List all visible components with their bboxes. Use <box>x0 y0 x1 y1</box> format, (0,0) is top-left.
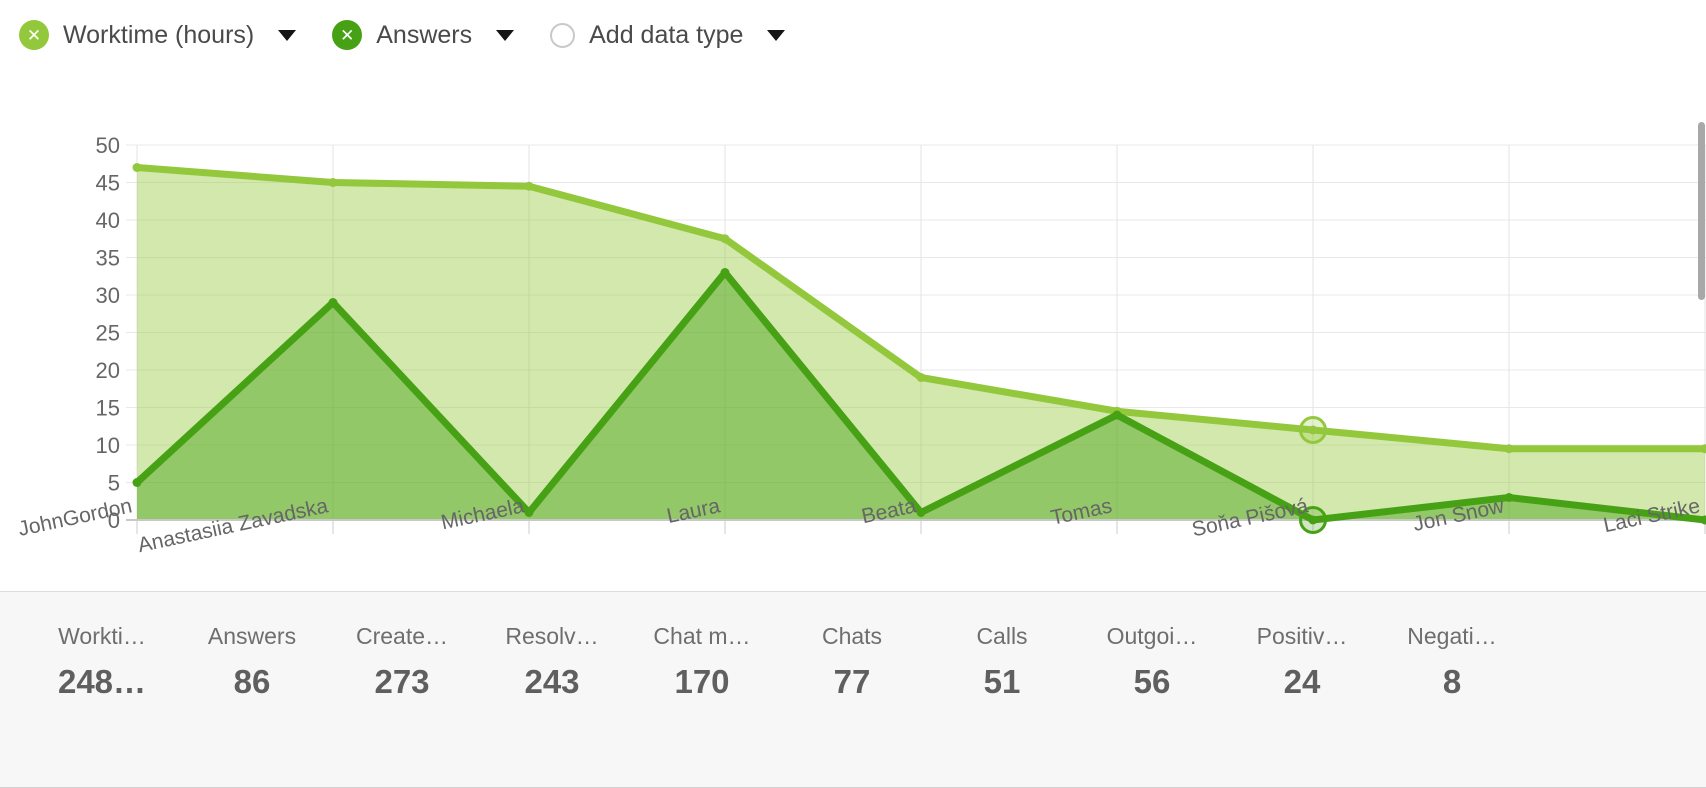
answers-dropdown-arrow-icon[interactable] <box>496 29 515 41</box>
stat-label: Answers <box>207 623 297 649</box>
stat-value: 8 <box>1442 663 1462 700</box>
data-point-marker[interactable] <box>1308 515 1318 525</box>
stat-value: 51 <box>983 663 1021 700</box>
stat-item[interactable]: Outgoi… 56 <box>1077 623 1227 701</box>
legend-item-worktime[interactable]: ✕ Worktime (hours) <box>19 20 297 50</box>
y-axis-tick-label: 5 <box>108 471 120 496</box>
stat-label: Chat m… <box>653 623 751 649</box>
stat-label: Negati… <box>1407 623 1497 649</box>
stat-item[interactable]: Workti… 248… <box>27 623 177 701</box>
data-point-marker[interactable] <box>1112 410 1122 420</box>
data-point-marker[interactable] <box>916 508 926 517</box>
x-axis-category-label: JohnGordon <box>16 494 134 541</box>
add-data-type-circle-icon[interactable] <box>550 22 576 48</box>
y-axis-tick-label: 25 <box>96 321 120 346</box>
worktime-remove-icon[interactable]: ✕ <box>19 20 49 50</box>
legend-label-add-data-type: Add data type <box>589 20 744 49</box>
data-point-marker[interactable] <box>132 163 142 172</box>
stat-item[interactable]: Negati… 8 <box>1377 623 1527 701</box>
series-area <box>137 272 1705 520</box>
y-axis-tick-label: 30 <box>96 283 120 308</box>
data-point-marker[interactable] <box>720 268 730 277</box>
y-axis-tick-label: 0 <box>108 508 120 533</box>
data-point-marker[interactable] <box>328 178 338 187</box>
stat-label: Chats <box>821 623 883 649</box>
data-point-marker[interactable] <box>524 508 534 517</box>
stat-label: Workti… <box>58 623 146 649</box>
legend-item-add-data-type[interactable]: Add data type <box>550 20 786 50</box>
stat-label: Outgoi… <box>1106 623 1198 649</box>
stat-label: Positiv… <box>1256 623 1348 649</box>
y-axis-tick-label: 45 <box>96 171 120 196</box>
worktime-dropdown-arrow-icon[interactable] <box>278 29 297 41</box>
data-point-marker[interactable] <box>1504 444 1514 454</box>
highlighted-point-ring[interactable] <box>1299 416 1327 444</box>
stat-item[interactable]: Answers 86 <box>177 623 327 701</box>
data-point-marker[interactable] <box>1504 493 1514 502</box>
stat-value: 24 <box>1283 663 1321 700</box>
stat-value: 248… <box>57 663 147 700</box>
stat-value: 86 <box>233 663 271 700</box>
stat-item[interactable]: Create… 273 <box>327 623 477 701</box>
answers-remove-icon[interactable]: ✕ <box>332 20 363 50</box>
legend-item-answers[interactable]: ✕ Answers <box>332 20 515 50</box>
stat-item[interactable]: Calls 51 <box>927 623 1077 701</box>
data-point-marker[interactable] <box>524 181 534 191</box>
stat-item[interactable]: Chats 77 <box>777 623 927 701</box>
stat-label: Create… <box>355 623 449 649</box>
y-axis-tick-label: 20 <box>96 358 120 383</box>
data-point-marker[interactable] <box>720 234 730 244</box>
add-data-type-dropdown-arrow-icon[interactable] <box>767 29 786 41</box>
stat-value: 273 <box>374 663 430 700</box>
vertical-scrollbar-thumb[interactable] <box>1698 122 1705 300</box>
data-point-marker[interactable] <box>328 298 338 307</box>
stat-value: 170 <box>674 663 730 700</box>
data-point-marker[interactable] <box>916 373 926 382</box>
legend: ✕ Worktime (hours) ✕ Answers Add data ty… <box>19 20 786 50</box>
stat-label: Resolv… <box>505 623 599 649</box>
y-axis-tick-label: 50 <box>96 133 120 158</box>
y-axis-tick-label: 15 <box>96 396 120 421</box>
stats-panel: Workti… 248… Answers 86 Create… 273 Resolv… 243… <box>0 591 1706 788</box>
highlighted-point-ring[interactable] <box>1299 506 1327 534</box>
legend-label-worktime: Worktime (hours) <box>63 20 255 49</box>
data-point-marker[interactable] <box>132 478 142 487</box>
stat-label: Calls <box>976 623 1028 649</box>
data-point-marker[interactable] <box>1700 444 1706 454</box>
stat-item[interactable]: Chat m… 170 <box>627 623 777 701</box>
data-point-marker[interactable] <box>1700 515 1706 525</box>
stat-value: 56 <box>1133 663 1171 700</box>
y-axis-tick-label: 10 <box>96 433 120 458</box>
y-axis-tick-label: 40 <box>96 208 120 233</box>
data-point-marker[interactable] <box>1308 425 1318 435</box>
legend-label-answers: Answers <box>376 20 473 49</box>
stat-item[interactable]: Positiv… 24 <box>1227 623 1377 701</box>
stat-value: 243 <box>524 663 580 700</box>
stat-value: 77 <box>833 663 871 700</box>
stat-item[interactable]: Resolv… 243 <box>477 623 627 701</box>
y-axis-tick-label: 35 <box>96 246 120 271</box>
